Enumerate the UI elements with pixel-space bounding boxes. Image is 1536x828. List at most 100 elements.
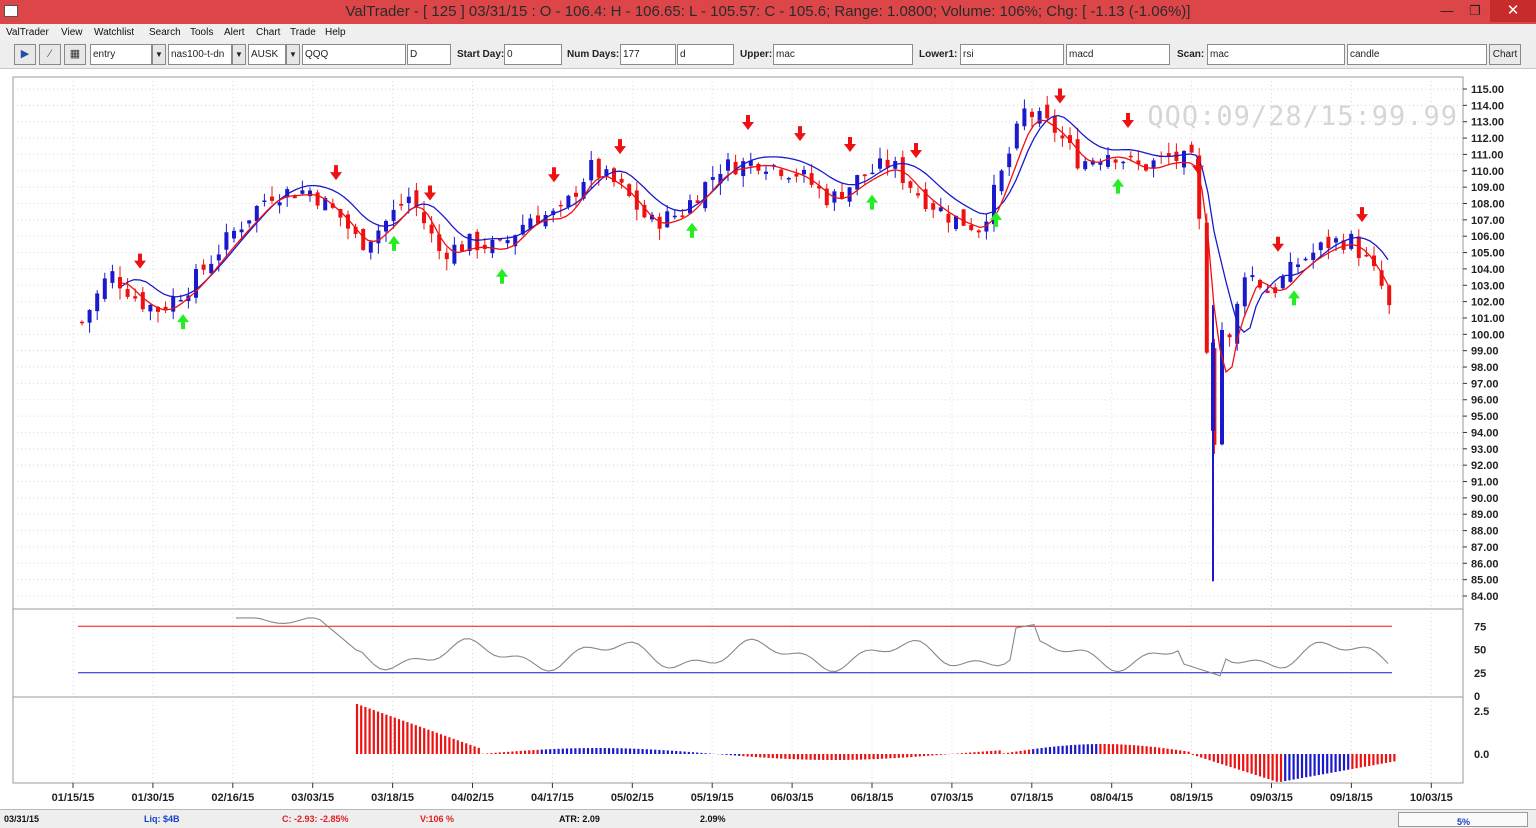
menu-view[interactable]: View [61,27,83,38]
menu-valtrader[interactable]: ValTrader [6,27,49,38]
num-days-unit-input[interactable]: d [677,44,734,65]
signal-up-arrow [1112,178,1124,194]
candle-body [178,299,183,302]
signal-down-arrow [844,136,856,152]
candle-body [824,188,829,206]
candle [1098,158,1103,171]
candle [1341,233,1346,254]
line-tool-button[interactable]: ⁄ [39,44,61,65]
upper-input[interactable]: mac [773,44,913,65]
close-button[interactable]: ✕ [1490,0,1536,22]
candle [634,181,639,221]
candle-body [1014,123,1019,149]
candle-body [163,306,168,311]
scan2-input[interactable]: candle [1347,44,1487,65]
candle-body [270,196,274,201]
rsi-tick-label: 75 [1474,621,1486,633]
price-tick-label: 95.00 [1471,411,1499,423]
chart-button[interactable]: Chart [1489,44,1521,65]
candle [1311,243,1316,269]
menu-tools[interactable]: Tools [190,27,214,38]
ma-fast-line [121,119,1389,374]
signal-down-arrow [794,126,806,142]
price-tick-label: 96.00 [1471,395,1499,407]
period-input[interactable]: D [407,44,451,65]
candle-body [520,224,525,235]
candle-body [1052,115,1057,133]
rsi-tick-label: 25 [1474,668,1486,680]
candle-body [277,202,282,206]
lower2-input[interactable]: macd [1066,44,1170,65]
menu-watchlist[interactable]: Watchlist [94,27,135,38]
minimize-button[interactable]: — [1440,3,1454,18]
candle-body [1288,261,1293,282]
x-tick-label: 03/18/15 [371,792,414,804]
candle [1121,160,1126,170]
lower1-input[interactable]: rsi [960,44,1064,65]
candle [923,182,928,212]
candle-body [254,206,259,222]
account-select[interactable]: AUSK [248,44,286,65]
menu-search[interactable]: Search [149,27,181,38]
account-dropdown-icon[interactable]: ▼ [286,44,300,65]
signal-down-arrow [614,139,626,155]
macd-tick-label: 0.0 [1474,749,1489,761]
candle-body [353,226,358,234]
menu-alert[interactable]: Alert [224,27,245,38]
candle-body [596,158,601,178]
candle-body [1075,139,1080,169]
entry-select[interactable]: entry [90,44,152,65]
entry-dropdown-icon[interactable]: ▼ [152,44,166,65]
candle [1052,109,1057,143]
candle-body [338,208,343,218]
candle-body [657,216,662,229]
play-button[interactable]: ▶ [14,44,36,65]
candle [961,209,966,227]
num-days-input[interactable]: 177 [620,44,676,65]
price-chart[interactable]: 115.00 114.00 113.00 112.00 111.00 110.00 109.… [0,69,1536,809]
candle-body [809,173,814,185]
symbol-input[interactable]: QQQ [302,44,406,65]
candle-body [1204,222,1209,353]
candle [1288,252,1293,283]
candle-body [536,215,540,224]
candle [1242,272,1247,317]
watchlist-dropdown-icon[interactable]: ▼ [232,44,246,65]
candle-body [999,170,1004,192]
scan-label: Scan: [1177,49,1205,60]
scan-input[interactable]: mac [1207,44,1345,65]
chart-area[interactable]: 115.00 114.00 113.00 112.00 111.00 110.00 109.… [0,69,1536,809]
menu-chart[interactable]: Chart [256,27,281,38]
status-date: 03/31/15 [4,814,40,824]
candle-body [703,182,708,209]
candle [855,174,860,196]
candle [1022,99,1027,131]
candle-body [1334,238,1338,243]
candle-body [976,230,981,233]
candle [954,215,958,232]
grid-button[interactable]: ▦ [64,44,86,65]
candle-body [589,160,594,181]
maximize-button[interactable]: ❐ [1469,3,1481,18]
rsi-line [236,617,1389,677]
candle [201,259,206,275]
menu-help[interactable]: Help [325,27,346,38]
start-day-input[interactable]: 0 [504,44,562,65]
candle-body [467,233,472,252]
candle [695,195,700,204]
menu-trade[interactable]: Trade [290,27,316,38]
candle [703,181,708,212]
signal-down-arrow [1192,158,1204,174]
signal-down-arrow [548,167,560,183]
candle-body [551,210,556,216]
candle [885,149,890,176]
candle-body [110,271,115,283]
status-volume: V:106 % [420,814,455,824]
candle-body [513,235,518,247]
candle [1227,332,1232,347]
candle [946,205,951,233]
candle-body [498,239,502,241]
watchlist-select[interactable]: nas100-t-dn [168,44,232,65]
candle-body [300,190,305,194]
candle-body [612,168,616,183]
